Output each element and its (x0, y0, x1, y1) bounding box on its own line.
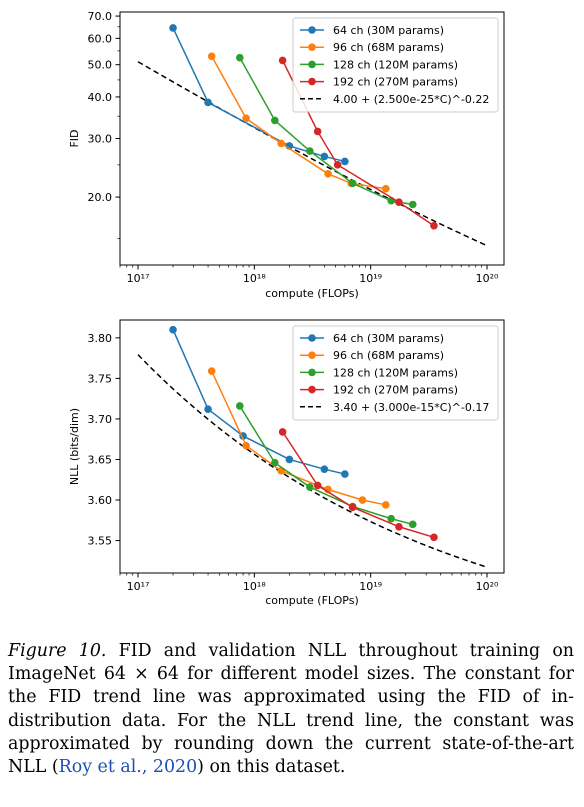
y-axis-label: FID (68, 129, 81, 147)
legend-label: 192 ch (270M params) (333, 384, 458, 397)
data-point (341, 157, 349, 166)
data-point (382, 184, 390, 193)
legend-marker (308, 351, 316, 359)
legend-label: 128 ch (120M params) (333, 58, 458, 71)
x-tick-label: 10¹⁸ (243, 272, 266, 285)
x-axis-label: compute (FLOPs) (265, 287, 359, 300)
caption-text-1: FID and validation NLL throughout traini… (8, 641, 574, 685)
legend-marker (308, 368, 316, 377)
data-point (236, 402, 244, 410)
legend-label: 64 ch (30M params) (333, 332, 444, 345)
y-tick-label: 3.75 (88, 372, 113, 385)
data-point (271, 458, 279, 467)
y-tick-label: 3.70 (88, 413, 113, 426)
legend-label: 4.00 + (2.500e-25*C)^-0.22 (333, 93, 489, 106)
y-tick-label: 70.0 (88, 10, 113, 23)
y-tick-label: 3.60 (88, 494, 113, 507)
y-tick-label: 50.0 (88, 59, 113, 72)
x-tick-label: 10²⁰ (476, 580, 499, 593)
plot-frame (119, 319, 505, 574)
legend-box (292, 325, 499, 421)
legend-label: 192 ch (270M params) (333, 76, 458, 89)
y-tick-label: 3.65 (88, 453, 113, 466)
data-point (242, 441, 250, 450)
legend-label: 3.40 + (3.000e-15*C)^-0.17 (333, 401, 489, 414)
data-point (341, 470, 349, 478)
caption-text-2: for different model sizes. The constant … (8, 664, 574, 778)
data-point (408, 200, 417, 209)
caption-math: 64 × 64 (103, 664, 179, 685)
legend-marker (308, 60, 316, 69)
x-tick-label: 10¹⁷ (127, 272, 150, 285)
legend-label: 96 ch (68M params) (333, 349, 444, 362)
x-tick-label: 10¹⁹ (359, 580, 382, 593)
legend-label: 96 ch (68M params) (333, 41, 444, 54)
data-point (430, 533, 438, 542)
data-point (204, 98, 212, 107)
data-point (169, 325, 177, 334)
data-point (278, 56, 287, 65)
data-point (277, 139, 285, 148)
data-point (395, 198, 403, 207)
data-point (408, 520, 417, 529)
figure-caption: Figure 10. FID and validation NLL throug… (8, 640, 574, 779)
series-line-1 (211, 370, 386, 506)
fid-chart: 10¹⁷ 10¹⁸ 10¹⁹ 10²⁰ 20.0 30.0 40.0 50.0 60.0 70.0… (68, 10, 505, 300)
data-point (320, 465, 329, 474)
y-tick-label: 60.0 (88, 32, 113, 45)
data-point (271, 116, 279, 125)
data-point (320, 152, 329, 161)
trend-line (137, 354, 488, 568)
data-point (324, 169, 332, 178)
data-point (313, 127, 322, 136)
data-point (333, 161, 342, 169)
data-point (387, 514, 395, 523)
legend-label: 128 ch (120M params) (333, 366, 458, 379)
data-point (285, 455, 294, 464)
data-point (382, 501, 390, 509)
data-point (313, 481, 322, 490)
legend-label: 64 ch (30M params) (333, 24, 444, 37)
x-tick-label: 10¹⁹ (359, 272, 382, 285)
y-tick-label: 20.0 (88, 191, 113, 204)
y-tick-label: 30.0 (88, 133, 113, 146)
data-point (169, 24, 177, 32)
caption-label: Figure 10. (8, 641, 107, 661)
y-tick-label: 3.55 (88, 535, 113, 548)
caption-citation-link[interactable]: Roy et al., 2020 (58, 757, 198, 778)
caption-text-3: ) on this dataset. (197, 757, 346, 778)
data-point (306, 147, 314, 155)
y-axis-label: NLL (bits/dim) (68, 408, 81, 485)
y-tick-label: 3.80 (88, 332, 113, 345)
data-point (430, 221, 438, 230)
legend-marker (308, 385, 316, 394)
data-point (242, 114, 250, 123)
y-tick-label: 40.0 (88, 91, 113, 104)
legend-marker (308, 77, 316, 86)
data-point (358, 496, 367, 504)
data-point (204, 405, 212, 413)
legend-box (292, 17, 499, 113)
x-tick-label: 10²⁰ (476, 272, 499, 285)
legend-marker (308, 43, 316, 51)
data-point (207, 367, 216, 375)
legend-marker (308, 26, 316, 34)
series-line-1 (211, 55, 386, 190)
x-tick-label: 10¹⁷ (127, 580, 150, 593)
data-point (395, 522, 403, 531)
data-point (348, 179, 357, 188)
data-point (207, 52, 216, 61)
data-point (348, 503, 357, 512)
x-tick-label: 10¹⁸ (243, 580, 266, 593)
nll-chart: 10¹⁷ 10¹⁸ 10¹⁹ 10²⁰ 3.55 3.60 3.65 3.70 3.75 3.80… (68, 319, 505, 607)
x-axis-label: compute (FLOPs) (265, 594, 359, 607)
data-point (306, 483, 314, 491)
trend-line (137, 61, 488, 247)
data-point (278, 428, 287, 436)
data-point (236, 53, 244, 62)
legend-marker (308, 334, 316, 342)
